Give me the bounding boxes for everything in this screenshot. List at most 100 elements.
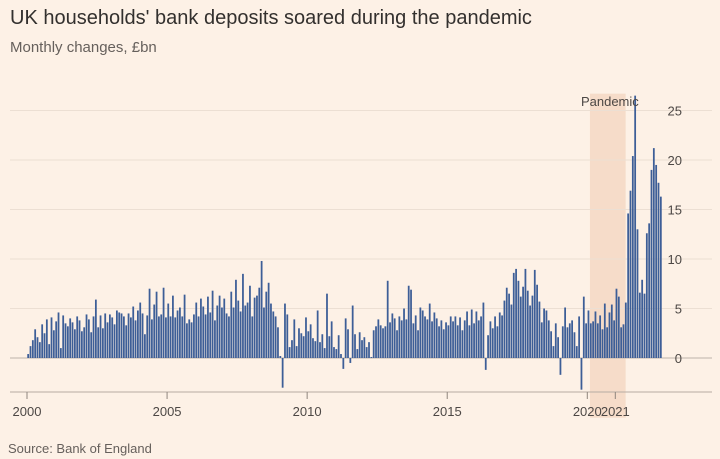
bar-179 <box>445 322 447 358</box>
bar-36 <box>111 317 114 358</box>
bar-6 <box>41 324 44 358</box>
bar-157 <box>393 318 396 358</box>
bar-30 <box>97 327 100 358</box>
bar-123 <box>314 341 317 358</box>
bar-23 <box>80 331 83 358</box>
bar-232 <box>568 323 571 358</box>
bar-158 <box>396 330 398 358</box>
bar-111 <box>286 314 289 358</box>
bar-60 <box>167 303 170 358</box>
bar-51 <box>146 315 149 358</box>
bar-180 <box>447 325 450 358</box>
bar-14 <box>59 348 62 358</box>
bar-237 <box>580 358 583 390</box>
bar-71 <box>193 314 195 358</box>
bar-137 <box>347 329 349 358</box>
bar-261 <box>636 229 639 358</box>
bar-186 <box>461 330 464 358</box>
bar-54 <box>153 304 156 358</box>
bar-127 <box>323 348 326 358</box>
bar-228 <box>559 358 562 375</box>
bar-103 <box>267 282 270 358</box>
bar-81 <box>216 305 219 358</box>
bar-117 <box>300 333 303 358</box>
bar-2 <box>31 340 34 358</box>
bar-246 <box>601 329 604 358</box>
bar-89 <box>235 279 237 358</box>
bar-12 <box>55 321 58 358</box>
x-tick-label-2020: 2020 <box>573 404 602 419</box>
bar-176 <box>438 326 440 358</box>
y-tick-label-25: 25 <box>668 104 682 119</box>
bar-125 <box>319 342 321 358</box>
bar-222 <box>545 310 548 358</box>
bar-48 <box>139 302 142 358</box>
bar-163 <box>407 285 410 358</box>
bar-240 <box>587 310 590 358</box>
bar-153 <box>384 326 387 358</box>
bar-79 <box>211 290 214 358</box>
bar-84 <box>223 298 226 358</box>
pandemic-shading <box>589 93 626 418</box>
bar-22 <box>78 320 81 358</box>
bar-126 <box>321 334 324 358</box>
bar-19 <box>71 322 74 358</box>
bar-129 <box>328 336 331 358</box>
y-tick-label-15: 15 <box>668 203 682 218</box>
bar-192 <box>475 311 478 358</box>
bar-212 <box>522 286 524 358</box>
bar-37 <box>113 324 116 358</box>
bar-38 <box>115 310 118 358</box>
bar-75 <box>202 306 205 358</box>
bar-168 <box>419 307 422 358</box>
bar-46 <box>134 320 137 358</box>
bar-204 <box>503 300 506 358</box>
bar-92 <box>242 273 244 358</box>
bar-25 <box>85 314 88 358</box>
bar-68 <box>186 323 188 358</box>
bar-142 <box>358 332 361 358</box>
bar-214 <box>526 290 529 358</box>
bar-67 <box>183 294 186 358</box>
bar-134 <box>340 354 342 358</box>
bar-231 <box>566 327 569 358</box>
bar-160 <box>400 320 403 358</box>
bar-65 <box>179 307 181 358</box>
bar-4 <box>36 337 39 358</box>
bar-188 <box>466 311 468 358</box>
bar-34 <box>106 322 109 358</box>
bar-45 <box>132 306 135 358</box>
bar-227 <box>557 337 559 358</box>
bar-249 <box>608 312 611 358</box>
bar-128 <box>326 293 328 358</box>
bar-200 <box>494 316 496 358</box>
bar-131 <box>333 347 335 358</box>
bar-59 <box>165 317 167 358</box>
bar-239 <box>585 323 588 358</box>
bar-1 <box>29 346 32 358</box>
bar-115 <box>295 346 298 358</box>
bar-86 <box>228 316 230 358</box>
bar-175 <box>435 318 438 358</box>
bar-10 <box>50 317 53 358</box>
y-tick-label-0: 0 <box>675 351 682 366</box>
bar-41 <box>122 316 125 358</box>
bar-35 <box>108 314 111 358</box>
bar-187 <box>463 320 466 358</box>
bar-252 <box>615 288 618 358</box>
bar-203 <box>501 315 503 358</box>
bar-82 <box>218 295 221 358</box>
bar-105 <box>272 311 275 358</box>
bar-152 <box>382 328 384 358</box>
bar-182 <box>452 321 454 358</box>
bar-93 <box>244 305 247 358</box>
bar-106 <box>274 316 277 358</box>
bar-139 <box>351 305 354 358</box>
bar-263 <box>641 279 644 358</box>
bar-94 <box>246 302 249 358</box>
bar-201 <box>496 326 499 358</box>
bar-52 <box>148 288 151 358</box>
bar-199 <box>491 328 494 358</box>
bar-29 <box>94 299 97 358</box>
bar-270 <box>657 182 660 358</box>
